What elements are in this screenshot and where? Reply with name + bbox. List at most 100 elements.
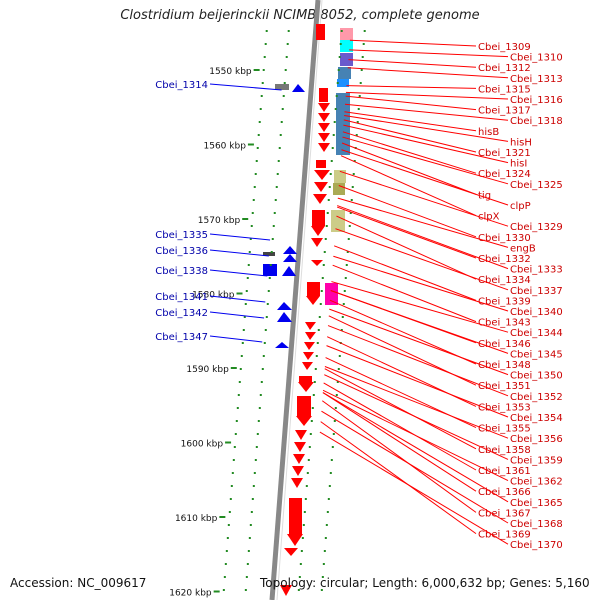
gene-label[interactable]: Cbei_1359 (510, 455, 563, 466)
track-dot (318, 316, 321, 318)
gene-label[interactable]: Cbei_1334 (478, 275, 531, 286)
gene-label[interactable]: hisB (478, 127, 499, 138)
track-dot (337, 368, 340, 370)
gene-label[interactable]: Cbei_1350 (510, 371, 563, 382)
gene-label[interactable]: Cbei_1318 (510, 116, 563, 127)
track-dot (320, 589, 323, 591)
gene-connector (344, 114, 509, 142)
track-dot (304, 498, 307, 500)
gene-label[interactable]: Cbei_1370 (510, 540, 563, 551)
gene-label[interactable]: Cbei_1368 (510, 519, 563, 530)
gene-label[interactable]: Cbei_1317 (478, 106, 531, 117)
gene-connector (321, 400, 477, 513)
gene-label[interactable]: Cbei_1330 (478, 233, 531, 244)
track-dot (352, 173, 355, 175)
track-dot (278, 147, 281, 149)
track-dot (329, 472, 332, 474)
gene-label[interactable]: Cbei_1345 (510, 349, 563, 360)
gene-label[interactable]: Cbei_1361 (478, 466, 531, 477)
gene-connector (345, 95, 477, 111)
track-dot (316, 342, 319, 344)
track-dot (339, 43, 342, 45)
gene-label[interactable]: Cbei_1347 (155, 332, 208, 343)
track-dot (272, 225, 275, 227)
gene-label[interactable]: Cbei_1344 (510, 328, 563, 339)
track-dot (263, 56, 266, 58)
gene-label[interactable]: Cbei_1366 (478, 487, 531, 498)
track-dot (246, 277, 249, 279)
gene-label[interactable]: clpP (510, 201, 531, 212)
gene-label[interactable]: Cbei_1329 (510, 222, 563, 233)
gene-label[interactable]: Cbei_1310 (510, 53, 563, 64)
track-dot (314, 368, 317, 370)
topology-text: Topology: circular; Length: 6,000,632 bp… (260, 576, 590, 590)
gene-label[interactable]: Cbei_1356 (510, 434, 563, 445)
track-dot (242, 329, 245, 331)
track-dot (332, 134, 335, 136)
gene-label[interactable]: clpX (478, 212, 500, 223)
gene-label[interactable]: Cbei_1355 (478, 424, 531, 435)
track-dot (323, 251, 326, 253)
track-dot (305, 485, 308, 487)
track-dot (276, 173, 279, 175)
gene-label[interactable]: Cbei_1340 (510, 307, 563, 318)
gene-label[interactable]: Cbei_1335 (155, 230, 208, 241)
gene-label[interactable]: Cbei_1314 (155, 80, 208, 91)
track-dot (334, 108, 337, 110)
track-dot (309, 433, 312, 435)
track-dot (348, 225, 351, 227)
gene-label[interactable]: Cbei_1351 (478, 381, 531, 392)
gene-label[interactable]: Cbei_1333 (510, 265, 563, 276)
gene-label[interactable]: Cbei_1369 (478, 530, 531, 541)
gene-connector (326, 345, 509, 418)
track-dot (256, 433, 259, 435)
gene-label[interactable]: Cbei_1324 (478, 169, 531, 180)
gene-label[interactable]: Cbei_1315 (478, 84, 531, 95)
gene-label[interactable]: Cbei_1338 (155, 266, 208, 277)
gene-label[interactable]: Cbei_1353 (478, 402, 531, 413)
track-dot (300, 550, 303, 552)
track-dot (260, 381, 263, 383)
gene-label[interactable]: Cbei_1337 (510, 286, 563, 297)
gene-label[interactable]: Cbei_1325 (510, 180, 563, 191)
gene-label[interactable]: Cbei_1336 (155, 246, 208, 257)
scale-label: 1560 kbp (204, 142, 247, 152)
scale-tick (225, 441, 232, 444)
scale-label: 1580 kbp (192, 291, 235, 301)
gene-label[interactable]: Cbei_1341 (155, 292, 208, 303)
scale-tick (242, 218, 249, 220)
gene-label[interactable]: Cbei_1346 (478, 339, 531, 350)
gene-label[interactable]: Cbei_1352 (510, 392, 563, 403)
gene-label[interactable]: Cbei_1339 (478, 296, 531, 307)
scale-label: 1570 kbp (198, 216, 241, 226)
track-dot (234, 433, 237, 435)
gene-label[interactable]: Cbei_1358 (478, 445, 531, 456)
gene-connector (330, 290, 509, 354)
gene-label[interactable]: hisH (510, 137, 532, 148)
track-dot (347, 238, 350, 240)
track-dot (325, 524, 328, 526)
track-dot (279, 134, 282, 136)
gene-connector (322, 392, 477, 492)
gene-label[interactable]: tig (478, 190, 491, 201)
gene-label[interactable]: Cbei_1343 (478, 318, 531, 329)
reverse-gene-labels: Cbei_1314 Cbei_1335 Cbei_1336 Cbei_1338 Cbei… (155, 80, 282, 343)
gene-label[interactable]: Cbei_1348 (478, 360, 531, 371)
gene-label[interactable]: hisI (510, 159, 527, 170)
gene-label[interactable]: Cbei_1367 (478, 508, 531, 519)
gene-label[interactable]: Cbei_1316 (510, 95, 563, 106)
track-dot (355, 134, 358, 136)
gene-label[interactable]: Cbei_1309 (478, 42, 531, 53)
gene-label[interactable]: Cbei_1354 (510, 413, 563, 424)
gene-label[interactable]: Cbei_1332 (478, 254, 531, 265)
track-dot (326, 511, 329, 513)
gene-label[interactable]: Cbei_1362 (510, 477, 563, 488)
gene-label[interactable]: Cbei_1342 (155, 308, 208, 319)
gene-label[interactable]: Cbei_1321 (478, 148, 531, 159)
gene-label[interactable]: Cbei_1365 (510, 498, 563, 509)
gene-label[interactable]: engB (510, 243, 536, 254)
track-dot (271, 238, 274, 240)
gene-label[interactable]: Cbei_1313 (510, 74, 563, 85)
gene-label[interactable]: Cbei_1312 (478, 63, 531, 74)
